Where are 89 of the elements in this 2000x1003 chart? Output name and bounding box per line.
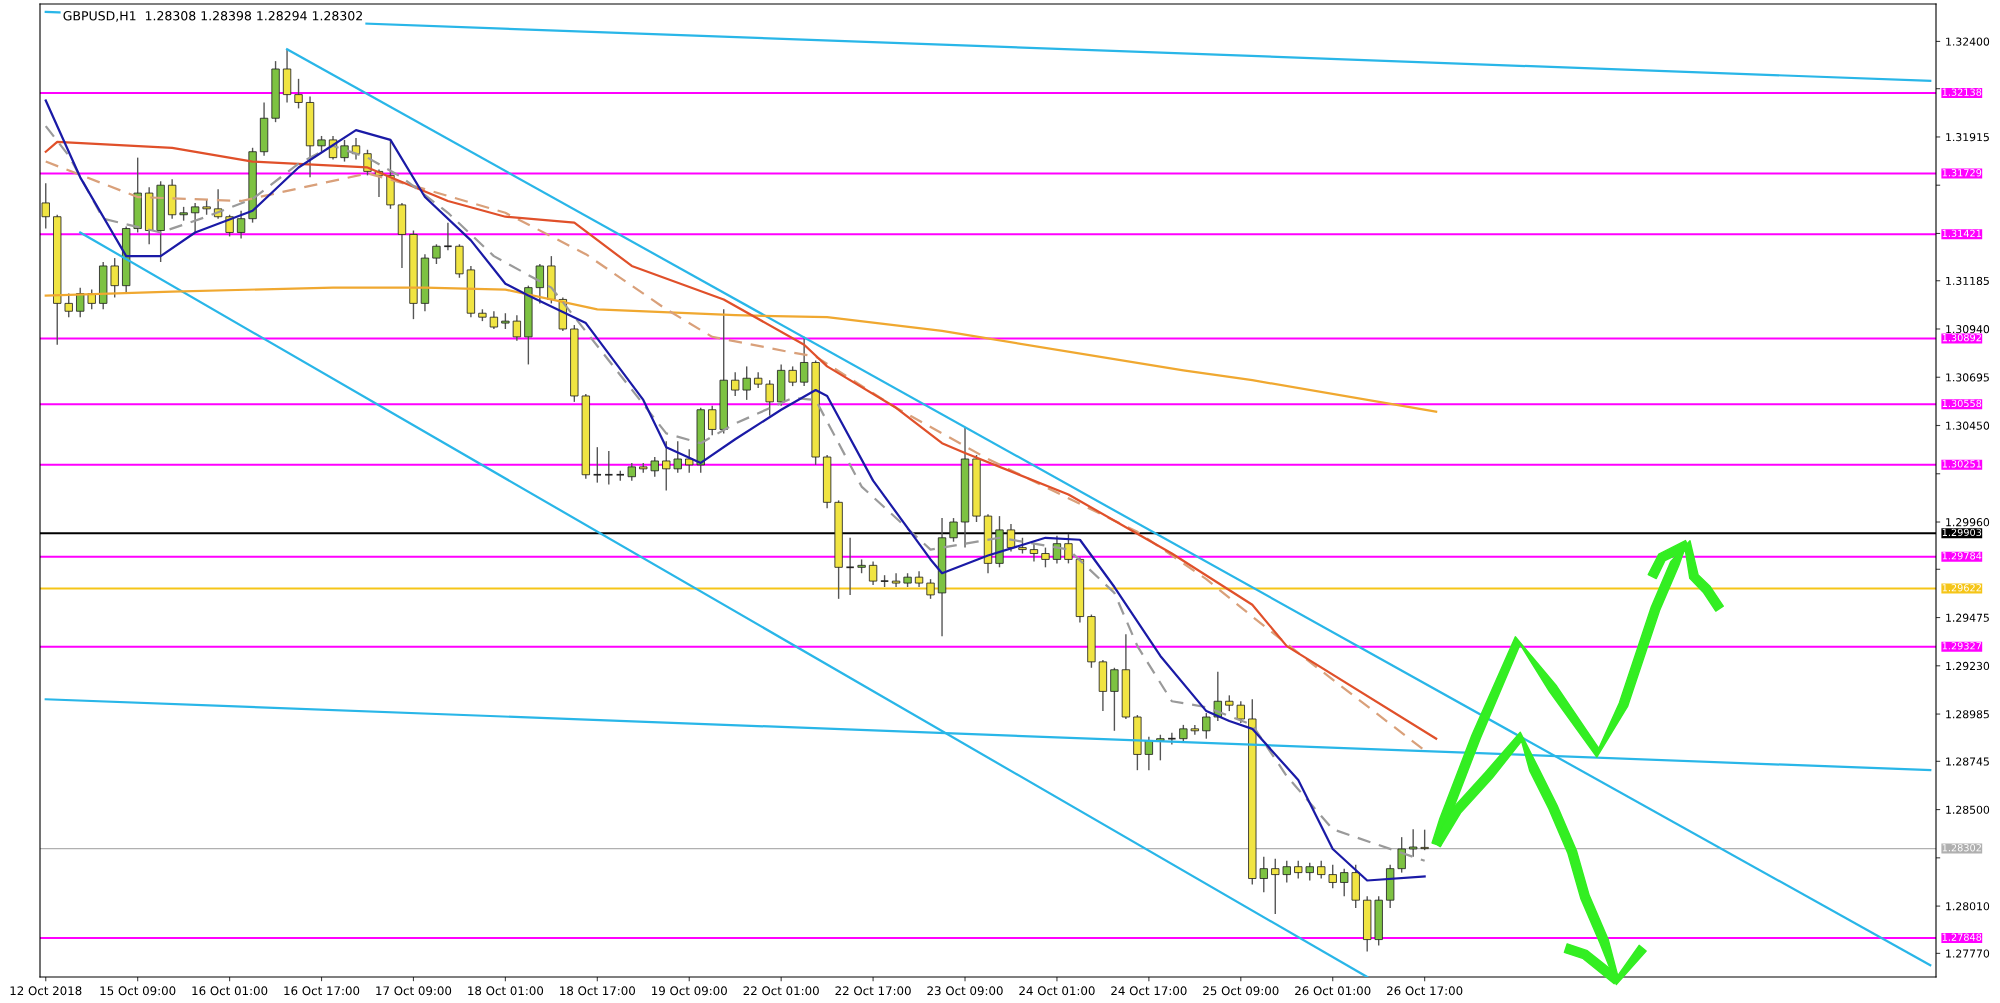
candlestick (294, 78, 303, 110)
candlestick (443, 221, 453, 251)
candlestick (236, 210, 246, 240)
candlestick (949, 517, 958, 543)
y-tick-label: 1.27770 (1946, 949, 1990, 958)
x-tick-label: 16 Oct 17:00 (284, 986, 360, 996)
candlestick (110, 257, 119, 299)
x-tick-label: 22 Oct 17:00 (835, 986, 911, 996)
ref-line-label: 1.29327 (1942, 642, 1982, 650)
candlestick (1144, 736, 1154, 771)
ref-line-label: 1.32138 (1942, 88, 1982, 96)
ref-line-label: 1.31729 (1942, 169, 1982, 177)
candlestick (512, 314, 522, 342)
candlestick (1409, 828, 1418, 858)
candlestick (1236, 700, 1245, 724)
candlestick (1397, 836, 1406, 874)
x-tick-label: 19 Oct 09:00 (652, 986, 727, 996)
y-tick-label: 1.29475 (1946, 613, 1989, 622)
line-series (44, 286, 1438, 413)
candlestick (845, 537, 855, 596)
x-tick-label: 18 Oct 17:00 (560, 986, 636, 996)
candlestick (1167, 732, 1177, 746)
candlestick (1328, 864, 1337, 890)
candlestick (535, 263, 545, 305)
x-tick-label: 12 Oct 2018 (10, 986, 82, 996)
y-tick-label: 1.28985 (1946, 710, 1989, 719)
candlestick (662, 440, 671, 492)
chart-title: GBPUSD,H1 1.28308 1.28398 1.28294 1.28302 (63, 11, 362, 22)
ref-line-label: 1.31421 (1942, 229, 1981, 238)
x-tick-label: 25 Oct 09:00 (1203, 986, 1279, 996)
candlestick (926, 578, 935, 600)
candlestick (1420, 828, 1429, 851)
candlestick (799, 336, 809, 387)
x-tick-label: 15 Oct 09:00 (100, 986, 176, 996)
y-tick-label: 1.31185 (1946, 276, 1989, 285)
y-tick-label: 1.31915 (1946, 133, 1989, 142)
candlestick (891, 572, 901, 588)
x-tick-label: 26 Oct 17:00 (1387, 986, 1463, 996)
candlestick (1271, 858, 1280, 915)
ref-line-label: 1.30558 (1942, 399, 1982, 408)
ref-line-label: 1.29903 (1942, 528, 1982, 537)
y-tick-label: 1.32400 (1946, 37, 1990, 46)
ref-line-label: 1.30892 (1942, 333, 1981, 342)
candlestick (592, 446, 602, 484)
candlestick (1340, 867, 1349, 897)
ref-line-label: 1.29784 (1942, 552, 1982, 560)
candlestick (788, 365, 797, 387)
ref-line-label: 1.29622 (1942, 584, 1981, 592)
y-tick-label: 1.30695 (1946, 373, 1989, 382)
candlestick (604, 450, 614, 486)
y-tick-label: 1.30450 (1946, 421, 1990, 430)
y-tick-label: 1.29960 (1946, 518, 1990, 527)
candlestick (1190, 724, 1199, 736)
x-tick-label: 24 Oct 01:00 (1019, 986, 1095, 996)
candlestick (41, 182, 50, 230)
candlestick (650, 456, 659, 478)
candlestick (340, 139, 349, 163)
candlestick (708, 405, 717, 437)
candlestick (1202, 712, 1211, 740)
candlestick (190, 202, 200, 234)
candlestick (765, 379, 774, 417)
candlestick (87, 288, 96, 310)
y-tick-label: 1.30940 (1946, 325, 1990, 334)
candlestick (1064, 533, 1073, 565)
candlestick (1041, 546, 1050, 569)
y-tick-label: 1.29230 (1946, 661, 1990, 671)
x-tick-label: 18 Oct 01:00 (468, 986, 544, 996)
x-tick-label: 23 Oct 09:00 (927, 986, 1003, 996)
x-tick-label: 16 Oct 01:00 (192, 986, 268, 996)
candlestick (731, 371, 740, 397)
candlestick (1110, 667, 1119, 732)
ref-line-label: 1.27848 (1942, 933, 1982, 941)
candlestick (432, 243, 441, 265)
candlestick (1282, 860, 1291, 884)
y-tick-label: 1.28500 (1946, 805, 1990, 814)
candlestick (673, 440, 682, 474)
y-tick-label: 1.28745 (1946, 757, 1989, 766)
x-tick-label: 17 Oct 09:00 (376, 986, 452, 996)
candlestick (1259, 856, 1268, 894)
x-tick-label: 22 Oct 01:00 (743, 986, 819, 996)
ref-line-label: 1.30251 (1942, 460, 1981, 468)
ref-line-label: 1.28302 (1942, 844, 1981, 852)
candlestick (868, 560, 878, 586)
x-tick-label: 26 Oct 01:00 (1295, 986, 1371, 996)
x-tick-label: 24 Oct 17:00 (1111, 986, 1187, 996)
y-tick-label: 1.28010 (1946, 902, 1990, 911)
candlestick (742, 365, 751, 401)
candlestick (685, 448, 694, 474)
candlestick (76, 286, 85, 318)
